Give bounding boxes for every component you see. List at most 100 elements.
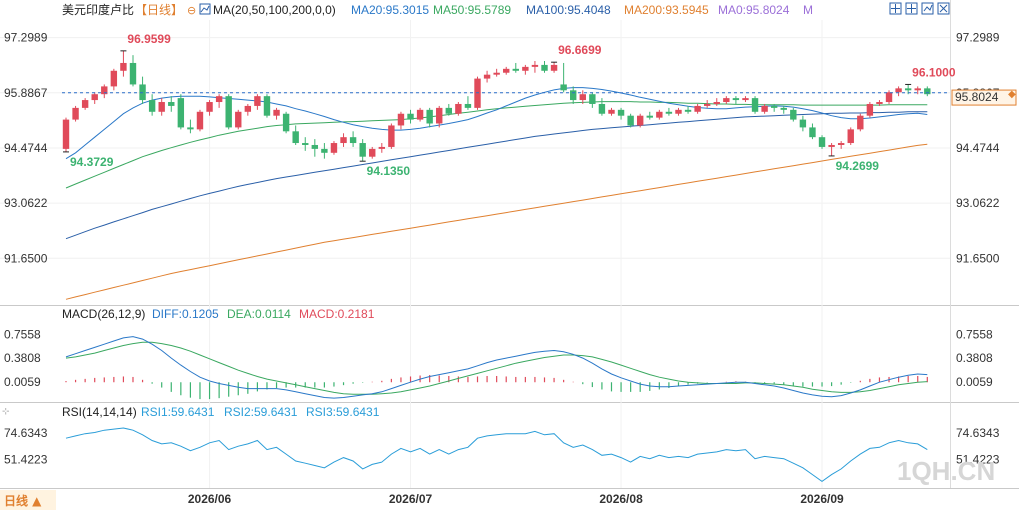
x-tick-label: 2026/06 — [188, 492, 232, 506]
main-ytick-right: 91.6500 — [956, 251, 1000, 265]
candle-body — [215, 96, 223, 103]
candle-body — [321, 148, 328, 153]
candle-body — [598, 103, 606, 114]
candle-body — [62, 119, 70, 149]
settings-icon[interactable]: ⊖ — [187, 5, 196, 17]
candle-body — [732, 98, 740, 101]
candle-body — [608, 109, 615, 114]
candle-body — [388, 125, 395, 147]
candle-body — [81, 100, 89, 108]
chart-type-icon-line — [923, 4, 933, 12]
main-ytick-right: 97.2989 — [956, 31, 1000, 45]
macd-ytick-left: 0.7558 — [4, 327, 41, 341]
main-ytick-left: 91.6500 — [4, 251, 48, 265]
close-icon[interactable] — [937, 2, 950, 15]
x-tick-label: 2026/09 — [800, 492, 844, 506]
macd-dea-value: DEA:0.0114 — [227, 307, 291, 321]
zoom-icon[interactable] — [905, 2, 918, 15]
annotation-label: 96.1000 — [912, 65, 956, 79]
x-tick-label: 2026/08 — [599, 492, 643, 506]
rsi-label: RSI(14,14,14) — [62, 405, 137, 419]
candle-body — [426, 109, 433, 124]
candle-body — [694, 105, 701, 112]
candle-body — [531, 64, 539, 67]
price-annotations: 96.9599 94.3729 94.1350 96.6699 94.2699 96.10… — [63, 32, 956, 178]
current-price-tag-text: 95.8024 — [955, 90, 999, 104]
rsi-ytick-right: 51.4223 — [956, 452, 1000, 466]
candle-body — [637, 115, 644, 126]
candle-body — [464, 103, 472, 108]
symbol-name: 美元印度卢比 — [62, 2, 134, 17]
chart-type-icon[interactable] — [921, 2, 934, 15]
candle-body — [723, 98, 730, 103]
candle-body — [770, 105, 778, 108]
candle-body — [292, 131, 299, 144]
main-ytick-left: 97.2989 — [4, 31, 48, 45]
candle-body — [273, 109, 280, 116]
candle-body — [589, 94, 596, 104]
indicator-icon[interactable] — [199, 3, 211, 15]
annotation-label: 94.1350 — [367, 164, 411, 178]
main-ytick-left: 95.8867 — [4, 86, 48, 100]
candle-body — [378, 146, 386, 149]
rsi-ytick-left: 74.6343 — [4, 426, 48, 440]
candle-body — [818, 137, 826, 147]
candle-body — [684, 109, 692, 112]
candle-body — [282, 113, 290, 132]
m-value: M — [803, 3, 813, 17]
toolbar — [889, 2, 950, 15]
candle-body — [369, 148, 376, 157]
candle-body — [675, 109, 682, 114]
close-icon-b — [939, 4, 948, 13]
candle-body — [397, 113, 405, 126]
period-selector[interactable]: 【日线】 — [135, 3, 183, 17]
candle-body — [809, 127, 816, 138]
candle-body — [483, 74, 491, 79]
candle-body — [713, 102, 720, 104]
candle-body — [895, 88, 902, 93]
macd-label: MACD(26,12,9) — [62, 307, 145, 321]
axis-labels: 97.298997.298995.886795.886794.474494.47… — [4, 31, 1000, 506]
ma200-line — [65, 143, 928, 300]
candle-body — [436, 107, 443, 124]
candle-body — [187, 127, 194, 130]
ma200-value: MA200:93.5945 — [624, 3, 709, 17]
x-tick-label: 2026/07 — [389, 492, 433, 506]
candle-body — [876, 102, 883, 104]
candle-body — [503, 68, 510, 73]
ma-label: MA(20,50,100,200,0,0) — [213, 3, 336, 17]
candle-body — [627, 115, 634, 126]
period-button[interactable] — [0, 490, 56, 510]
candle-body — [924, 88, 931, 95]
candle-body — [761, 105, 768, 112]
move-icon[interactable] — [889, 2, 902, 15]
candle-body — [828, 144, 835, 147]
period-button-label: 日线 ▲ — [4, 493, 42, 508]
rsi1-value: RSI1:59.6431 — [141, 405, 215, 419]
rsi-settings-icon[interactable]: ⊹ — [2, 406, 10, 416]
candle-body — [522, 66, 529, 71]
candlesticks[interactable] — [62, 50, 931, 161]
macd-ytick-right: 0.7558 — [956, 327, 993, 341]
candle-body — [330, 143, 338, 153]
candle-body — [665, 111, 673, 114]
rsi-ytick-right: 74.6343 — [956, 426, 1000, 440]
macd-panel — [65, 336, 928, 400]
candle-body — [407, 113, 414, 120]
candle-body — [885, 92, 893, 103]
candle-body — [340, 137, 347, 144]
candle-body — [579, 94, 586, 101]
candle-body — [455, 103, 462, 114]
candle-body — [254, 96, 261, 106]
watermark: 1QH.CN — [897, 456, 995, 486]
candle-body — [837, 143, 845, 145]
candle-body — [560, 84, 567, 91]
main-ytick-left: 94.4744 — [4, 141, 48, 155]
candle-body — [512, 68, 519, 71]
ma100-line — [65, 111, 928, 240]
indicator-icon-line — [200, 5, 210, 13]
candle-body — [158, 102, 165, 112]
candle-body — [751, 98, 759, 112]
candle-body — [244, 105, 252, 112]
